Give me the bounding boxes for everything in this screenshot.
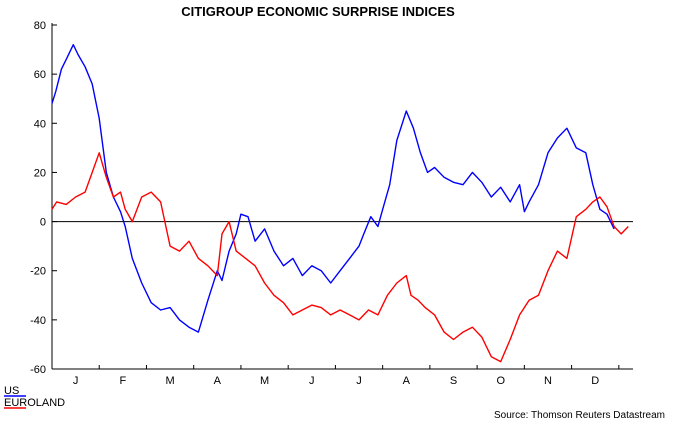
x-tick-label: A (214, 375, 222, 387)
legend-label-us: US (4, 385, 19, 397)
y-tick-label: 80 (34, 20, 46, 32)
source-note: Source: Thomson Reuters Datastream (494, 410, 665, 421)
y-tick-label: 60 (34, 69, 46, 81)
x-tick-label: M (166, 375, 175, 387)
series-line-us (51, 44, 615, 333)
x-tick-label: J (309, 375, 315, 387)
legend-label-euroland: EUROLAND (4, 397, 65, 409)
series-line-euroland (51, 152, 629, 363)
x-tick-label: A (403, 375, 411, 387)
y-tick-label: 20 (34, 167, 46, 179)
y-tick-label: 40 (34, 118, 46, 130)
y-tick-label: -60 (30, 364, 46, 376)
y-tick-label: 0 (40, 217, 46, 229)
x-tick-label: F (119, 375, 126, 387)
series-group (51, 44, 629, 363)
y-tick-label: -20 (30, 266, 46, 278)
x-tick-label: S (450, 375, 457, 387)
x-tick-label: D (591, 375, 599, 387)
x-tick-label: J (73, 375, 79, 387)
x-tick-label: O (496, 375, 505, 387)
x-tick-label: M (260, 375, 269, 387)
x-tick-label: J (356, 375, 362, 387)
y-axis: -60 -40 -20 0 20 40 60 80 (30, 20, 57, 376)
y-tick-label: -40 (30, 315, 46, 327)
x-tick-label: N (544, 375, 552, 387)
chart-title: CITIGROUP ECONOMIC SURPRISE INDICES (181, 4, 455, 19)
